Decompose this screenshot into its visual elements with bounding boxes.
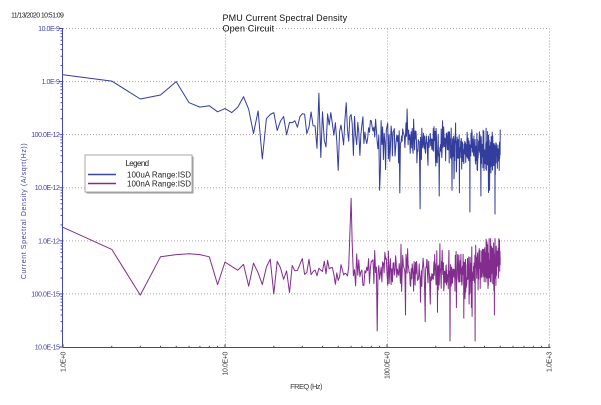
svg-text:PMU Current Spectral Density: PMU Current Spectral Density <box>223 13 348 23</box>
svg-text:100nA Range:ISD: 100nA Range:ISD <box>127 180 191 189</box>
svg-text:11/13/2020 10:51:09: 11/13/2020 10:51:09 <box>11 13 64 20</box>
svg-text:1.0E+3: 1.0E+3 <box>547 351 554 371</box>
svg-text:10.0E-12: 10.0E-12 <box>35 185 60 192</box>
svg-text:FREQ (Hz): FREQ (Hz) <box>290 382 323 391</box>
svg-text:1.0E-9: 1.0E-9 <box>42 79 60 86</box>
svg-text:1.0E+0: 1.0E+0 <box>61 351 68 371</box>
svg-text:1.0E-12: 1.0E-12 <box>38 238 60 245</box>
svg-text:Open Circuit: Open Circuit <box>223 24 275 34</box>
svg-text:10.0E-9: 10.0E-9 <box>38 26 60 33</box>
svg-text:Current Spectral Density (A/sq: Current Spectral Density (A/sqrt(Hz)) <box>21 143 28 280</box>
svg-text:10.0E-15: 10.0E-15 <box>35 345 60 352</box>
svg-text:100.0E-15: 100.0E-15 <box>31 291 60 298</box>
svg-text:Legend: Legend <box>125 159 148 168</box>
svg-text:100uA Range:ISD: 100uA Range:ISD <box>127 171 191 180</box>
svg-text:100.0E+0: 100.0E+0 <box>385 351 392 378</box>
svg-text:100.0E-12: 100.0E-12 <box>31 132 60 139</box>
svg-text:10.0E+0: 10.0E+0 <box>223 352 230 376</box>
